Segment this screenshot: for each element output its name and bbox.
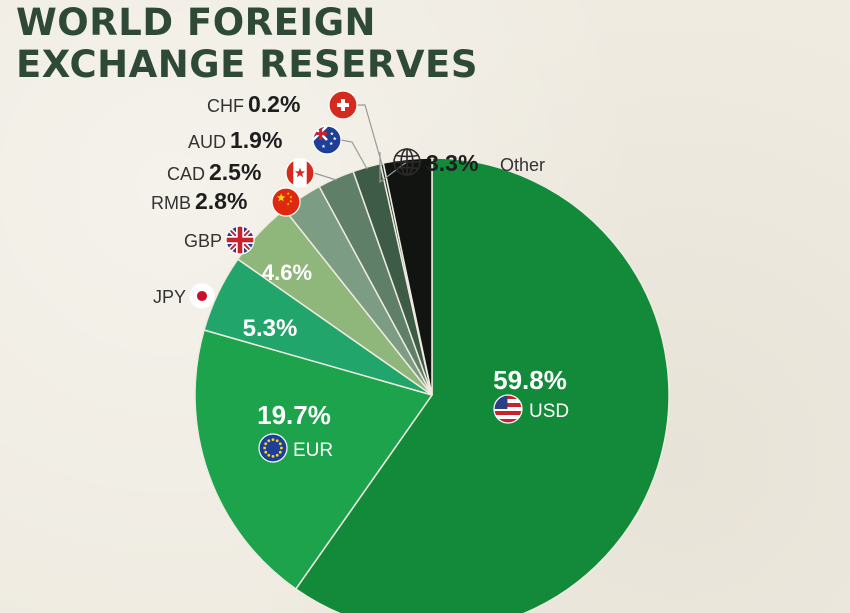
pie-slice-eur — [194, 329, 434, 591]
leader-line-aud — [340, 139, 368, 170]
label-gbp-value: 4.6% — [262, 260, 312, 285]
globe-icon — [393, 148, 421, 176]
leader-line-chf — [355, 104, 383, 166]
label-gbp-code: GBP — [184, 231, 222, 251]
label-usd-code: USD — [529, 401, 569, 422]
china-flag-icon — [271, 187, 301, 217]
label-jpy-code: JPY — [153, 287, 186, 307]
label-chf-code: CHF — [207, 96, 244, 116]
japan-flag-icon — [189, 283, 215, 309]
label-other-value: 3.3% — [426, 150, 478, 176]
label-chf-value: 0.2% — [248, 91, 300, 117]
eu-flag-icon — [258, 433, 288, 463]
uk-flag-icon — [225, 225, 255, 255]
slice-labels: 59.8% USD 19.7% EUR 5.3% 4.6% JPY GBP RMB 2.8% CAD… — [151, 90, 569, 463]
label-aud-code: AUD — [188, 132, 226, 152]
switzerland-flag-icon — [328, 90, 358, 120]
label-rmb-value: 2.8% — [195, 188, 247, 214]
label-eur-code: EUR — [293, 440, 333, 461]
canada-flag-icon — [285, 158, 315, 188]
chart-title-line-1: WORLD FOREIGN — [16, 1, 377, 44]
label-jpy-value: 5.3% — [243, 315, 298, 342]
label-cad-value: 2.5% — [209, 159, 261, 185]
leader-line-cad — [313, 172, 337, 181]
label-usd-value: 59.8% — [493, 365, 567, 395]
label-aud-value: 1.9% — [230, 127, 282, 153]
australia-flag-icon — [312, 125, 342, 155]
pie-slices — [194, 157, 670, 613]
label-eur-value: 19.7% — [257, 400, 331, 430]
label-cad-code: CAD — [167, 164, 205, 184]
label-rmb-code: RMB — [151, 193, 191, 213]
chart-title-line-2: EXCHANGE RESERVES — [16, 43, 478, 86]
label-other-code: Other — [500, 155, 545, 175]
pie-slice-usd — [294, 157, 670, 613]
usa-flag-icon — [493, 394, 523, 424]
chart-title: WORLD FOREIGN EXCHANGE RESERVES — [16, 2, 478, 86]
